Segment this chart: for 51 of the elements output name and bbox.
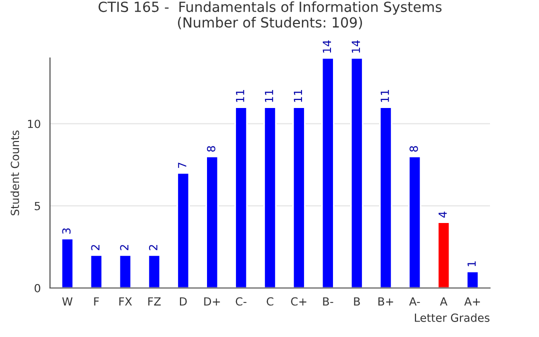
x-tick-label: C- (236, 297, 246, 306)
data-label: 11 (264, 90, 274, 102)
bar (264, 106, 276, 288)
x-tick-label: D+ (204, 297, 220, 306)
y-axis-title: Student Counts (10, 130, 20, 216)
data-label: 7 (178, 162, 186, 168)
bar (437, 222, 450, 288)
bar (148, 254, 161, 288)
data-label: 2 (149, 245, 158, 250)
bar (292, 106, 306, 288)
y-tick-label: 0 (34, 284, 40, 292)
bar (350, 58, 364, 288)
y-tick-label: 5 (34, 202, 40, 210)
x-tick-label: C (266, 297, 274, 306)
data-label: 4 (438, 212, 447, 218)
x-tick-label: D (180, 297, 187, 306)
bar (234, 106, 248, 288)
bar (321, 58, 334, 288)
x-tick-label: B+ (378, 297, 394, 306)
data-label: 2 (120, 245, 128, 250)
y-tick-label: 10 (28, 120, 40, 128)
data-label: 11 (236, 90, 244, 102)
bar (206, 156, 219, 288)
bar (408, 156, 422, 288)
data-label: 8 (410, 146, 418, 152)
data-label: 11 (294, 90, 302, 102)
x-tick-label: FX (119, 297, 132, 306)
x-tick-label: A (440, 297, 448, 306)
data-label: 14 (352, 40, 360, 53)
x-tick-label: B (354, 297, 360, 306)
bar (176, 172, 190, 288)
bar (379, 106, 392, 288)
x-tick-label: FZ (148, 297, 161, 306)
data-label: 3 (62, 228, 71, 234)
data-label: 1 (468, 261, 476, 266)
x-tick-label: A+ (464, 297, 480, 306)
bar (118, 254, 132, 288)
x-tick-label: C+ (291, 297, 306, 306)
x-tick-label: A- (409, 297, 420, 306)
bar (466, 270, 480, 288)
x-tick-label: F (94, 297, 99, 306)
data-label: 8 (206, 146, 216, 152)
x-tick-label: B- (323, 297, 334, 306)
bar (90, 254, 103, 288)
data-label: 14 (322, 40, 331, 53)
data-label: 2 (91, 245, 100, 250)
chart-title: CTIS 165 - Fundamentals of Information Systems (Number of Students: 109) (98, 1, 442, 30)
x-axis-title: Letter Grades (414, 313, 490, 322)
bar (60, 238, 74, 288)
data-label: 11 (380, 90, 389, 102)
x-tick-label: W (62, 297, 72, 306)
